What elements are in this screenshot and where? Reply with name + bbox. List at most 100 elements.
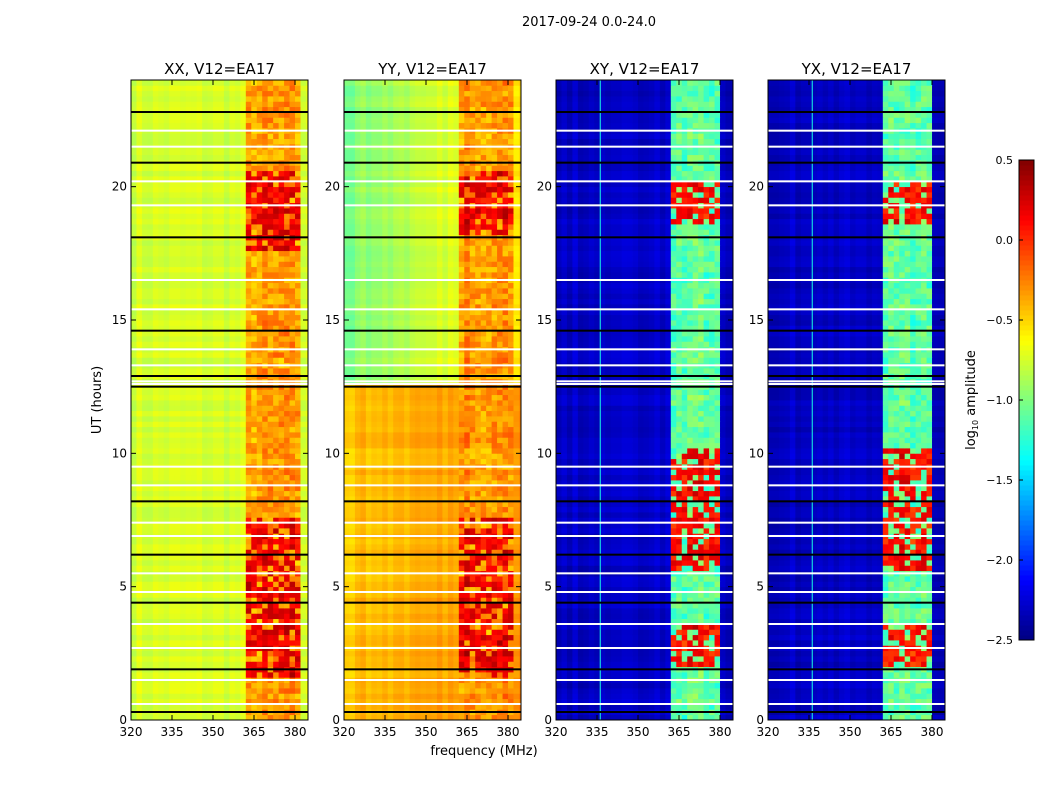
heatmap-cell [240, 437, 246, 443]
heatmap-cell [147, 224, 153, 230]
heatmap-cell [300, 688, 306, 694]
heatmap-cell [186, 85, 192, 91]
heatmap-cell [382, 683, 388, 689]
heatmap-cell [251, 448, 257, 454]
heatmap-cell [147, 629, 153, 635]
heatmap-cell [202, 283, 208, 289]
heatmap-cell [262, 608, 268, 614]
heatmap-cell [284, 213, 290, 219]
heatmap-cell [169, 469, 175, 475]
heatmap-cell [257, 192, 263, 198]
heatmap-cell [257, 213, 263, 219]
heatmap-cell [213, 672, 219, 678]
heatmap-cell [186, 213, 192, 219]
heatmap-cell [300, 437, 306, 443]
heatmap-cell [169, 688, 175, 694]
heatmap-cell [213, 288, 219, 294]
heatmap-cell [191, 272, 197, 278]
heatmap-cell [371, 565, 377, 571]
heatmap-cell [208, 432, 214, 438]
heatmap-cell [175, 560, 181, 566]
heatmap-cell [262, 192, 268, 198]
heatmap-cell [246, 432, 252, 438]
heatmap-cell [284, 459, 290, 465]
heatmap-cell [175, 267, 181, 273]
heatmap-cell [295, 139, 301, 145]
heatmap-cell [218, 411, 224, 417]
heatmap-cell [164, 320, 170, 326]
heatmap-cell [448, 608, 454, 614]
heatmap-cell [218, 213, 224, 219]
heatmap-cell [300, 672, 306, 678]
heatmap-cell [202, 459, 208, 465]
heatmap-cell [208, 421, 214, 427]
heatmap-cell [268, 581, 274, 587]
heatmap-cell [147, 528, 153, 534]
heatmap-cell [136, 416, 142, 422]
heatmap-cell [349, 688, 355, 694]
heatmap-cell [300, 539, 306, 545]
heatmap-cell [464, 672, 470, 678]
heatmap-cell [503, 672, 509, 678]
heatmap-cell [213, 683, 219, 689]
heatmap-cell [208, 651, 214, 657]
heatmap-cell [142, 443, 148, 449]
heatmap-cell [246, 528, 252, 534]
heatmap-cell [218, 448, 224, 454]
heatmap-cell [279, 459, 285, 465]
heatmap-cell [284, 123, 290, 129]
heatmap-cell [197, 171, 203, 177]
heatmap-cell [229, 539, 235, 545]
heatmap-cell [235, 661, 241, 667]
heatmap-cell [268, 539, 274, 545]
heatmap-cell [355, 635, 361, 641]
heatmap-cell [470, 656, 476, 662]
heatmap-cell [415, 613, 421, 619]
heatmap-cell [246, 251, 252, 257]
heatmap-cell [208, 187, 214, 193]
heatmap-cell [186, 475, 192, 481]
heatmap-cell [175, 491, 181, 497]
heatmap-cell [213, 299, 219, 305]
heatmap-cell [235, 256, 241, 262]
heatmap-cell [191, 213, 197, 219]
heatmap-cell [131, 560, 137, 566]
heatmap-cell [153, 96, 159, 102]
heatmap-cell [388, 640, 394, 646]
heatmap-cell [235, 683, 241, 689]
heatmap-cell [147, 608, 153, 614]
heatmap-cell [136, 85, 142, 91]
heatmap-cell [257, 683, 263, 689]
heatmap-cell [404, 613, 410, 619]
heatmap-cell [300, 256, 306, 262]
heatmap-cell [147, 315, 153, 321]
heatmap-cell [153, 187, 159, 193]
heatmap-cell [284, 512, 290, 518]
heatmap-cell [295, 512, 301, 518]
heatmap-cell [213, 459, 219, 465]
heatmap-cell [437, 661, 443, 667]
heatmap-cell [180, 539, 186, 545]
heatmap-cell [295, 507, 301, 513]
heatmap-cell [142, 341, 148, 347]
heatmap-cell [344, 629, 350, 635]
heatmap-cell [142, 635, 148, 641]
heatmap-cell [240, 672, 246, 678]
heatmap-cell [186, 640, 192, 646]
heatmap-cell [224, 635, 230, 641]
heatmap-cell [284, 149, 290, 155]
heatmap-cell [268, 192, 274, 198]
heatmap-cell [136, 693, 142, 699]
heatmap-cell [180, 245, 186, 251]
heatmap-cell [218, 528, 224, 534]
heatmap-cell [240, 352, 246, 358]
heatmap-cell [158, 267, 164, 273]
heatmap-cell [300, 608, 306, 614]
heatmap-cell [295, 96, 301, 102]
heatmap-cell [142, 320, 148, 326]
heatmap-cell [268, 101, 274, 107]
heatmap-cell [295, 683, 301, 689]
heatmap-cell [257, 251, 263, 257]
heatmap-cell [257, 453, 263, 459]
heatmap-cell [208, 453, 214, 459]
